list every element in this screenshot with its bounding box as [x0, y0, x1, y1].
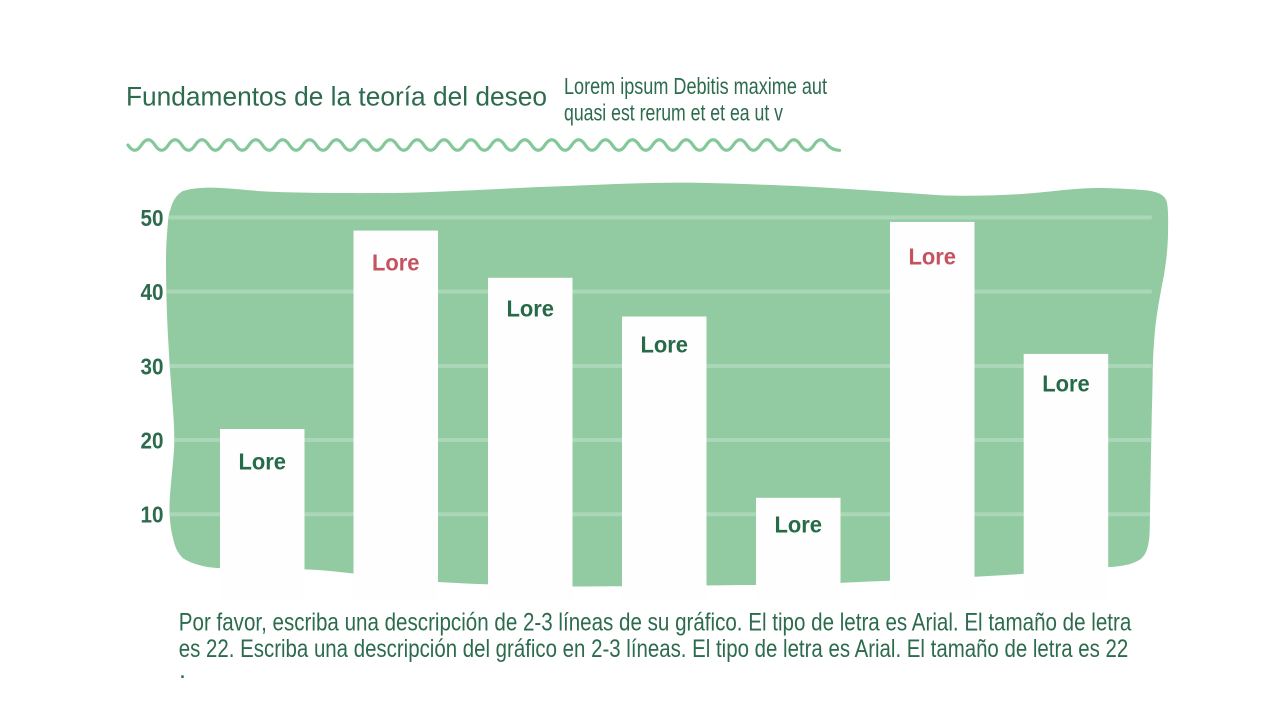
- svg-text:40: 40: [141, 279, 164, 305]
- svg-text:20: 20: [141, 427, 164, 453]
- svg-text:Lore: Lore: [372, 249, 420, 275]
- svg-text:.: .: [179, 656, 186, 684]
- svg-text:Lore: Lore: [1042, 370, 1090, 396]
- svg-text:quasi est rerum et et ea ut v: quasi est rerum et et ea ut v: [564, 99, 783, 125]
- svg-text:Lore: Lore: [775, 511, 823, 537]
- svg-text:Lore: Lore: [909, 243, 957, 269]
- svg-text:Lore: Lore: [239, 448, 287, 474]
- svg-text:Por favor, escriba una descrip: Por favor, escriba una descripción de 2-…: [179, 609, 1132, 637]
- svg-text:Lore: Lore: [507, 295, 555, 321]
- svg-text:30: 30: [141, 353, 164, 379]
- svg-text:10: 10: [141, 502, 164, 528]
- svg-text:50: 50: [141, 205, 164, 231]
- svg-text:Lorem ipsum Debitis maxime aut: Lorem ipsum Debitis maxime aut: [564, 73, 827, 99]
- svg-text:es 22. Escriba una descripción: es 22. Escriba una descripción del gráfi…: [179, 635, 1129, 663]
- svg-text:Fundamentos de la teoría del d: Fundamentos de la teoría del deseo: [126, 82, 547, 112]
- svg-text:Lore: Lore: [641, 331, 689, 357]
